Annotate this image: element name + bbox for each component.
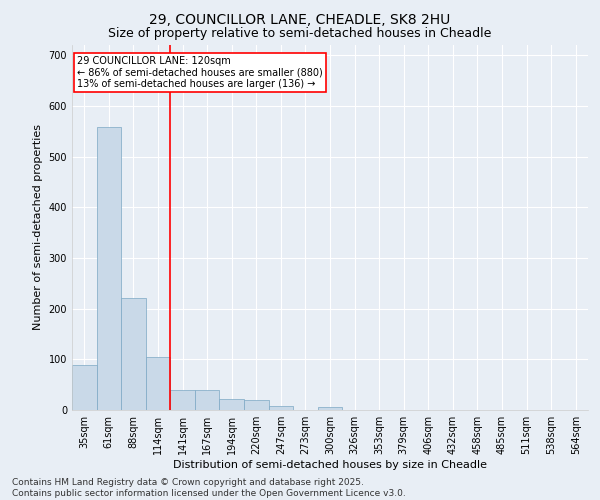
- Bar: [195, 390, 220, 410]
- Bar: [220, 399, 244, 410]
- Bar: [244, 400, 269, 410]
- Bar: [97, 127, 121, 410]
- Bar: [318, 407, 342, 410]
- Text: 29 COUNCILLOR LANE: 120sqm
← 86% of semi-detached houses are smaller (880)
13% o: 29 COUNCILLOR LANE: 120sqm ← 86% of semi…: [77, 56, 323, 89]
- Bar: [146, 357, 170, 410]
- Bar: [121, 298, 146, 410]
- X-axis label: Distribution of semi-detached houses by size in Cheadle: Distribution of semi-detached houses by …: [173, 460, 487, 470]
- Y-axis label: Number of semi-detached properties: Number of semi-detached properties: [33, 124, 43, 330]
- Bar: [269, 406, 293, 410]
- Bar: [170, 390, 195, 410]
- Bar: [72, 366, 97, 410]
- Text: Size of property relative to semi-detached houses in Cheadle: Size of property relative to semi-detach…: [109, 28, 491, 40]
- Text: 29, COUNCILLOR LANE, CHEADLE, SK8 2HU: 29, COUNCILLOR LANE, CHEADLE, SK8 2HU: [149, 12, 451, 26]
- Text: Contains HM Land Registry data © Crown copyright and database right 2025.
Contai: Contains HM Land Registry data © Crown c…: [12, 478, 406, 498]
